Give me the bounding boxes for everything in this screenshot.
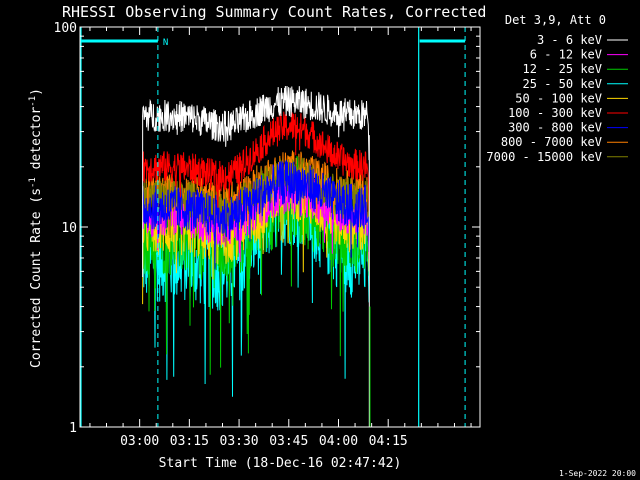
attenuator-label-0: N <box>163 38 168 48</box>
legend-label-1: 6 - 12 keV <box>530 48 602 62</box>
x-axis: 03:00 03:15 03:30 03:45 04:00 04:15 <box>89 27 472 449</box>
x-tick-label-0: 03:00 <box>120 434 159 449</box>
x-tick-label-1: 03:15 <box>170 434 209 449</box>
x-tick-label-4: 04:00 <box>319 434 358 449</box>
series-line-6 <box>142 160 370 270</box>
y-axis-label-main: Corrected Count Rate (s <box>29 188 44 368</box>
legend-label-8: 7000 - 15000 keV <box>486 150 602 164</box>
y-axis-label: Corrected Count Rate (s-1 detector-1) <box>28 88 44 368</box>
x-tick-label-3: 03:45 <box>269 434 308 449</box>
legend-label-3: 25 - 50 keV <box>523 77 602 91</box>
y-axis: 1 10 100 <box>54 21 480 436</box>
y-axis-label-sup1: -1 <box>28 177 38 188</box>
legend-label-6: 300 - 800 keV <box>508 121 602 135</box>
series-line-5 <box>142 111 370 212</box>
legend-label-7: 800 - 7000 keV <box>501 135 602 149</box>
y-axis-label-mid: detector <box>29 107 44 178</box>
legend-label-2: 12 - 25 keV <box>523 62 602 76</box>
legend-header: Det 3,9, Att 0 <box>505 13 606 27</box>
x-tick-label-2: 03:30 <box>220 434 259 449</box>
y-tick-label-0: 1 <box>69 421 77 436</box>
y-tick-label-1: 10 <box>61 221 77 236</box>
y-tick-label-2: 100 <box>54 21 77 36</box>
series-line-0 <box>142 85 370 161</box>
legend-label-4: 50 - 100 keV <box>515 91 602 105</box>
chart-title: RHESSI Observing Summary Count Rates, Co… <box>62 3 486 21</box>
y-axis-label-sup2: -1 <box>28 96 38 107</box>
series-layer <box>142 85 371 427</box>
y-axis-label-end: ) <box>29 88 44 96</box>
footer-timestamp: 1-Sep-2022 20:00 <box>559 469 636 478</box>
legend-label-5: 100 - 300 keV <box>508 106 602 120</box>
x-tick-label-5: 04:15 <box>369 434 408 449</box>
x-axis-label: Start Time (18-Dec-16 02:47:42) <box>159 456 402 471</box>
legend-label-0: 3 - 6 keV <box>537 33 602 47</box>
